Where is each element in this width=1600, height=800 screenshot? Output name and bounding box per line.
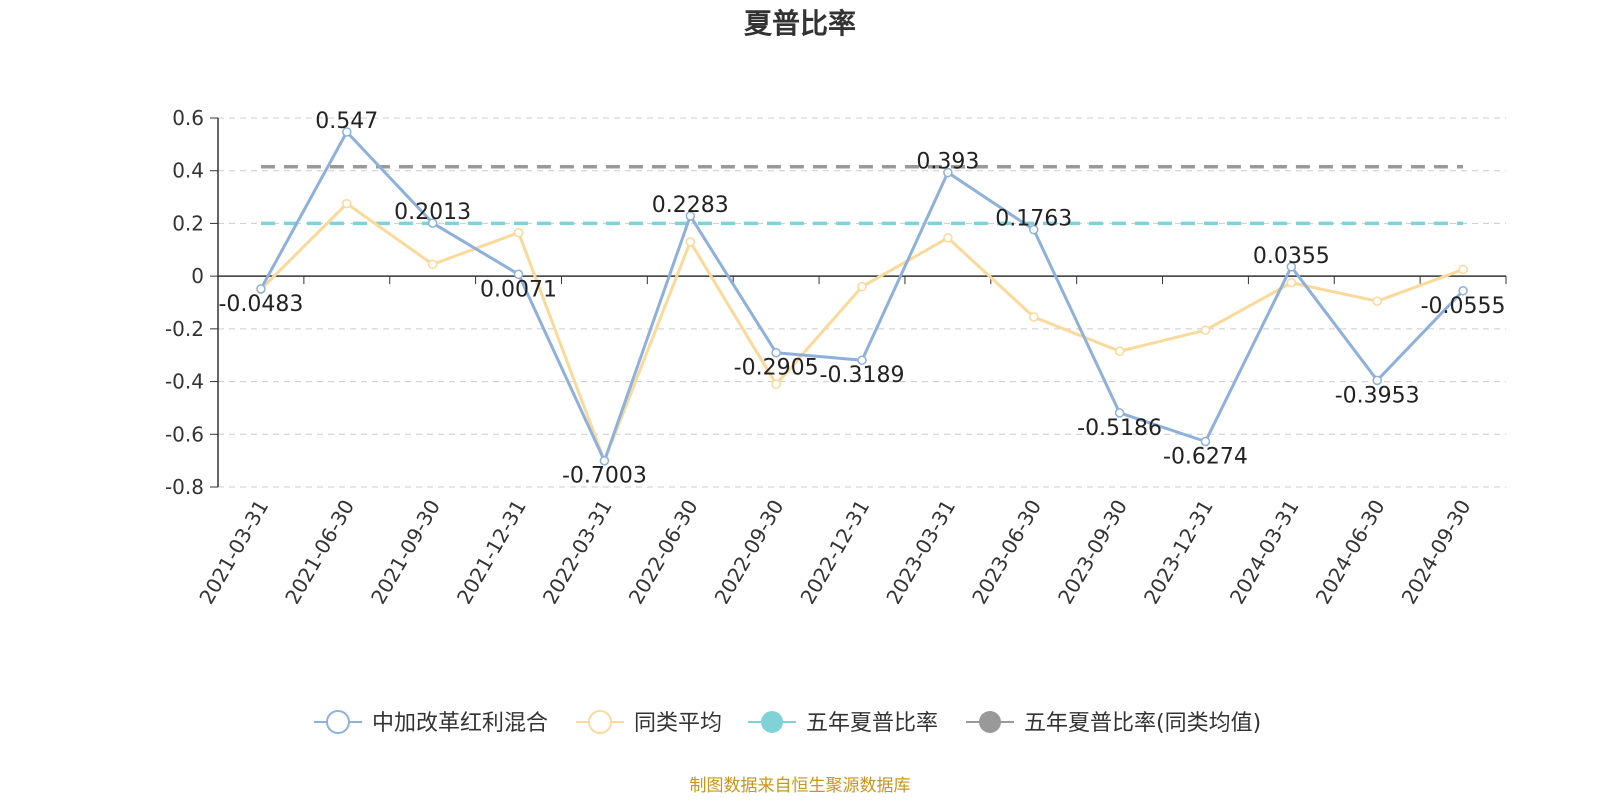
chart-title: 夏普比率 (744, 7, 856, 40)
legend-item[interactable]: 五年夏普比率 (748, 711, 938, 736)
data-label: 0.2013 (394, 200, 471, 225)
x-tick-label: 2024-09-30 (1396, 496, 1475, 609)
series-line (259, 202, 1464, 463)
x-tick-label: 2022-09-30 (710, 496, 789, 609)
source-note: 制图数据来自恒生聚源数据库 (690, 776, 911, 796)
x-tick-label: 2022-06-30 (624, 496, 703, 609)
data-point[interactable] (1028, 224, 1039, 235)
x-tick-label: 2023-09-30 (1053, 496, 1132, 609)
data-point[interactable] (513, 227, 524, 238)
x-tick-label: 2021-03-31 (194, 496, 273, 609)
data-label: 0.547 (315, 109, 378, 134)
x-tick-label: 2021-09-30 (366, 495, 445, 608)
y-tick-label: 0.6 (172, 106, 204, 130)
data-point[interactable] (513, 269, 524, 280)
x-tick-label: 2022-12-31 (795, 496, 874, 609)
data-point[interactable] (427, 259, 438, 270)
data-point[interactable] (943, 233, 953, 243)
reference-lines (260, 165, 1464, 226)
data-point[interactable] (342, 127, 352, 137)
data-label: 0.393 (916, 150, 979, 175)
data-point[interactable] (427, 218, 438, 228)
data-point[interactable] (1114, 346, 1125, 357)
y-tick-label: 0.4 (172, 159, 204, 183)
y-tick-label: -0.4 (165, 370, 204, 394)
x-tick-label: 2021-12-31 (452, 496, 531, 609)
data-label: -0.0555 (1421, 294, 1506, 319)
x-tick-label: 2022-03-31 (538, 496, 617, 609)
data-labels: -0.0483 0.547 0.2013 0.0071 -0.7003 0.2283 -0.… (218, 109, 1505, 489)
x-tick-label: 2023-03-31 (881, 496, 960, 609)
legend-label: 五年夏普比率(同类均值) (1024, 711, 1261, 736)
data-label: -0.5186 (1077, 416, 1162, 441)
data-point[interactable] (685, 237, 696, 247)
y-tick-label: 0 (191, 264, 204, 288)
data-point[interactable] (1200, 325, 1211, 335)
legend-marker (326, 710, 350, 734)
data-point[interactable] (256, 284, 266, 294)
legend-label: 同类平均 (634, 711, 722, 736)
legend-item[interactable]: 五年夏普比率(同类均值) (966, 711, 1261, 736)
data-point[interactable] (1458, 286, 1468, 296)
legend-item[interactable]: 中加改革红利混合 (314, 710, 548, 736)
data-label: 0.0355 (1253, 244, 1330, 269)
x-tick-label: 2024-03-31 (1225, 496, 1304, 609)
data-point[interactable] (857, 355, 867, 365)
data-label: -0.0483 (218, 292, 303, 317)
legend-label: 五年夏普比率 (806, 711, 938, 736)
legend-marker (979, 711, 1001, 733)
data-label: -0.6274 (1163, 445, 1248, 470)
data-point[interactable] (771, 347, 781, 358)
legend-marker (588, 710, 612, 734)
data-point[interactable] (599, 455, 610, 466)
legend[interactable]: 中加改革红利混合 同类平均 五年夏普比率 五年夏普比率(同类均值) (314, 710, 1261, 736)
series-lines (256, 127, 1468, 466)
data-label: -0.7003 (562, 464, 647, 489)
data-point[interactable] (1200, 436, 1211, 447)
data-label: -0.2905 (734, 356, 819, 381)
data-point[interactable] (1286, 262, 1297, 272)
data-point[interactable] (1286, 277, 1297, 288)
x-tick-label: 2023-12-31 (1139, 496, 1218, 609)
legend-item[interactable]: 同类平均 (576, 710, 722, 736)
data-point[interactable] (342, 198, 352, 209)
legend-marker (761, 711, 783, 733)
data-label: 0.2283 (652, 193, 729, 218)
data-point[interactable] (1372, 375, 1382, 386)
data-point[interactable] (1458, 264, 1468, 275)
x-tick-label: 2024-06-30 (1311, 496, 1390, 609)
grid-lines (218, 117, 1506, 488)
y-tick-label: -0.2 (165, 317, 204, 341)
x-tick-label: 2021-06-30 (280, 496, 359, 609)
data-point[interactable] (685, 211, 696, 221)
data-point[interactable] (857, 281, 867, 292)
data-label: -0.3189 (820, 363, 905, 388)
data-point[interactable] (771, 379, 781, 389)
data-point[interactable] (1114, 408, 1125, 418)
data-label: 0.0071 (480, 277, 557, 302)
legend-label: 中加改革红利混合 (372, 711, 548, 736)
series-line (259, 130, 1465, 463)
y-tick-label: -0.8 (165, 475, 204, 499)
data-label: 0.1763 (995, 207, 1072, 232)
x-tick-label: 2023-06-30 (967, 496, 1046, 609)
data-point[interactable] (943, 167, 953, 178)
data-label: -0.3953 (1335, 383, 1420, 408)
y-tick-label: -0.6 (165, 422, 204, 446)
y-tick-label: 0.2 (172, 211, 204, 235)
data-point[interactable] (1028, 312, 1039, 322)
data-point[interactable] (1372, 296, 1382, 306)
